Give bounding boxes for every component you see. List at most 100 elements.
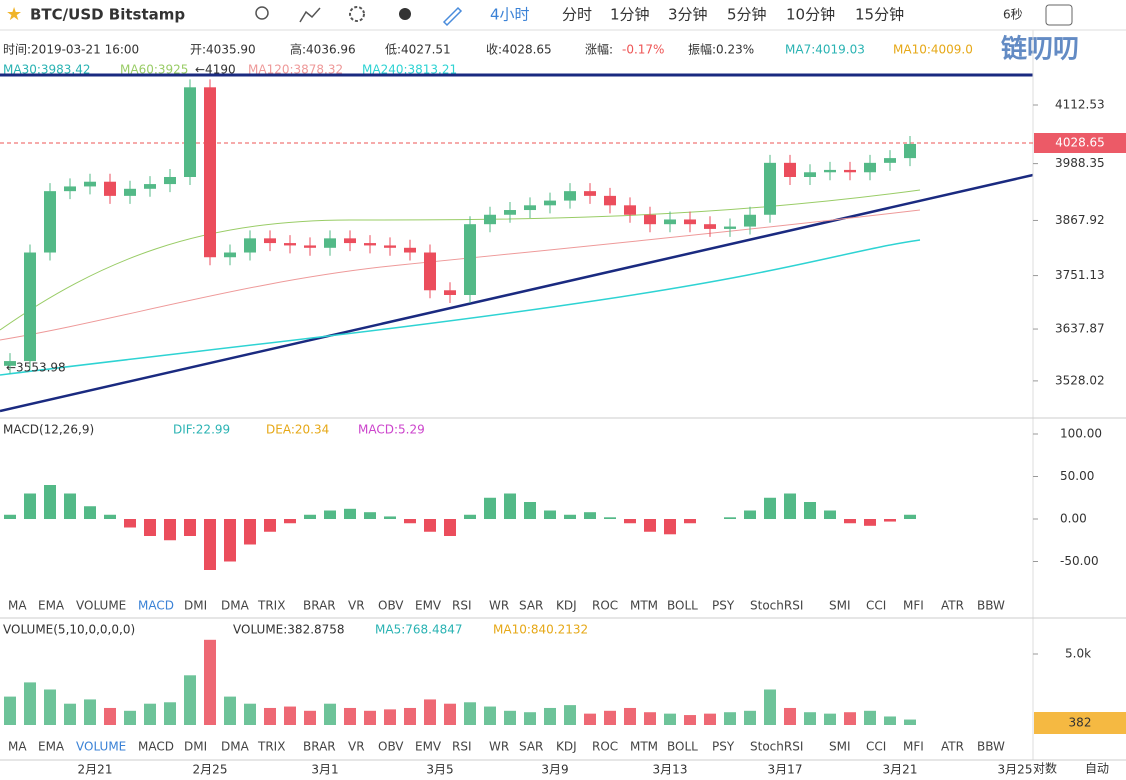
macd-bar [904,514,916,519]
indicator-tab[interactable]: MFI [903,740,924,754]
high-annotation: ←4190 [195,63,236,77]
volume-ma5: MA5:768.4847 [375,623,463,637]
info-item: MA7:4019.03 [785,43,865,57]
ma120-line [0,209,921,341]
indicator-tab[interactable]: WR [489,599,509,613]
macd-bar [784,493,796,519]
toolbar [0,0,1126,30]
indicator-tab[interactable]: SMI [829,599,851,613]
indicator-tab[interactable]: SMI [829,740,851,754]
indicator-tab[interactable]: DMI [184,740,207,754]
indicator-tab[interactable]: RSI [452,599,472,613]
indicator-tab[interactable]: BBW [977,740,1005,754]
macd-bar [404,519,416,524]
settings-icon[interactable] [349,6,365,22]
interval-tab[interactable]: 5分钟 [727,6,767,24]
candle [384,245,396,248]
indicator-tab[interactable]: EMV [415,599,442,613]
indicator-tab[interactable]: MACD [138,599,174,613]
indicator-tab[interactable]: VOLUME [76,599,126,613]
macd-tick-label: 50.00 [1060,469,1094,483]
symbol[interactable]: BTC/USD Bitstamp [30,6,185,24]
interval-tab[interactable]: 10分钟 [786,6,835,24]
indicator-tab[interactable]: KDJ [556,599,577,613]
indicator-tab[interactable]: MACD [138,740,174,754]
indicator-tab[interactable]: BOLL [667,740,698,754]
interval-tab[interactable]: 15分钟 [855,6,904,24]
indicator-tab[interactable]: BOLL [667,599,698,613]
auto-button[interactable]: 自动 [1085,762,1109,776]
interval-tab[interactable]: 3分钟 [668,6,708,24]
macd-bar [504,493,516,519]
indicator-tab[interactable]: EMV [415,740,442,754]
indicator-tab[interactable]: DMI [184,599,207,613]
indicator-tab[interactable]: VOLUME [76,740,126,754]
indicator-tab[interactable]: DMA [221,740,250,754]
indicator-tab[interactable]: WR [489,740,509,754]
indicator-tab[interactable]: MA [8,740,27,754]
interval-tab[interactable]: 4小时 [490,6,530,24]
indicator-tab[interactable]: StochRSI [750,599,803,613]
indicator-tab[interactable]: EMA [38,599,65,613]
indicator-tab[interactable]: SAR [519,740,543,754]
macd-bar [144,519,156,536]
volume-bar [104,707,116,725]
candle [524,205,536,211]
macd-bar [84,506,96,519]
indicator-tab[interactable]: MA [8,599,27,613]
search-icon[interactable] [255,6,269,20]
indicator-tab[interactable]: RSI [452,740,472,754]
indicator-tab[interactable]: KDJ [556,740,577,754]
macd-bar [24,493,36,519]
indicator-tab[interactable]: EMA [38,740,65,754]
candle [724,226,736,229]
indicator-tab[interactable]: OBV [378,599,404,613]
indicator-tab[interactable]: TRIX [257,740,285,754]
indicator-tab[interactable]: CCI [866,740,886,754]
indicator-tab[interactable]: OBV [378,740,404,754]
macd-bar [264,519,276,532]
camera-icon[interactable] [1045,4,1073,26]
indicator-tab[interactable]: StochRSI [750,740,803,754]
interval-tab[interactable]: 分时 [562,6,592,24]
indicator-tab[interactable]: VR [348,740,365,754]
indicator-tab[interactable]: MFI [903,599,924,613]
last-price-box [1034,133,1126,153]
indicator-tab[interactable]: PSY [712,740,735,754]
indicator-tab[interactable]: CCI [866,599,886,613]
indicator-tab[interactable]: DMA [221,599,250,613]
indicator-tab[interactable]: VR [348,599,365,613]
indicator-tab[interactable]: ATR [941,599,964,613]
indicator-tab[interactable]: BRAR [303,740,336,754]
macd-bar [164,519,176,541]
candle [104,181,116,196]
macd-bar [584,512,596,519]
indicator-tab[interactable]: MTM [630,599,658,613]
candle [304,245,316,248]
indicator-tab[interactable]: ROC [592,599,618,613]
log-button[interactable]: 对数 [1033,761,1057,776]
candle [244,238,256,253]
indicator-tab[interactable]: SAR [519,599,543,613]
volume-bar [204,639,216,725]
indicator-tab[interactable]: ATR [941,740,964,754]
indicator-tab[interactable]: BRAR [303,599,336,613]
macd-bar [524,502,536,519]
indicator-icon[interactable] [299,7,321,23]
indicator-tab[interactable]: TRIX [257,599,285,613]
volume-tick-label: 5.0k [1065,647,1091,661]
volume-bar [184,675,196,725]
volume-bar [284,706,296,725]
theme-icon[interactable] [399,8,411,20]
indicator-tab[interactable]: ROC [592,740,618,754]
volume-bar [124,710,136,725]
volume-bar [764,689,776,725]
indicator-tab[interactable]: MTM [630,740,658,754]
volume-current: VOLUME:382.8758 [233,623,345,637]
indicator-tab[interactable]: PSY [712,599,735,613]
draw-icon[interactable] [442,6,463,27]
macd-bar [744,510,756,519]
indicator-tab[interactable]: BBW [977,599,1005,613]
interval-tab[interactable]: 1分钟 [610,6,650,24]
volume-bar [684,715,696,725]
